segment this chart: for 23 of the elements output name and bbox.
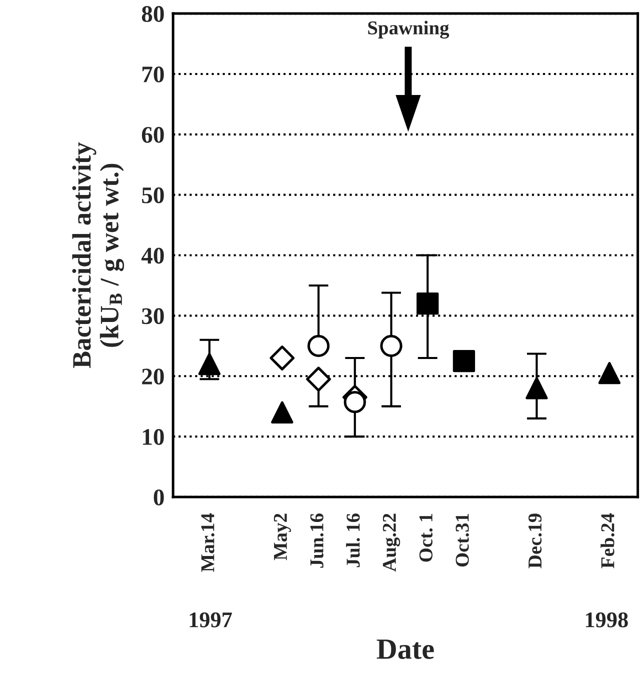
y-tick-label: 10 — [143, 429, 164, 445]
y-tick-label: 70 — [142, 66, 164, 82]
y-tick-label: 50 — [142, 187, 164, 204]
text: 1997 — [190, 612, 232, 628]
x-tick-label: Jun.16 — [310, 514, 324, 568]
y-tick-label: 80 — [142, 6, 164, 22]
x-tick-label: Oct.31 — [456, 514, 469, 567]
x-tick-label: May2 — [274, 514, 291, 560]
x-tick-label: Jul. 16 — [346, 514, 360, 568]
x-tick-label: Dec.19 — [528, 514, 542, 568]
y-tick-label: 40 — [141, 248, 164, 264]
y-axis-title: Bactericidal activity (kU$_{B}$ / g wet wt.) — [72, 142, 124, 368]
y-tick-label: 20 — [142, 368, 164, 385]
x-tick-label: Feb.24 — [600, 513, 614, 568]
y-tick-label: 0 — [154, 489, 164, 506]
annotation: Spawning — [368, 20, 450, 39]
x-tick-label: Oct. 1 — [419, 514, 433, 562]
x-tick-label: Mar.14 — [201, 513, 214, 572]
x-tick-label: Aug.22 — [382, 514, 400, 572]
y-tick-label: 60 — [142, 126, 164, 143]
y-tick-label: 30 — [142, 308, 164, 324]
x-axis-title: Date — [376, 640, 434, 659]
text: 1998 — [586, 612, 628, 628]
